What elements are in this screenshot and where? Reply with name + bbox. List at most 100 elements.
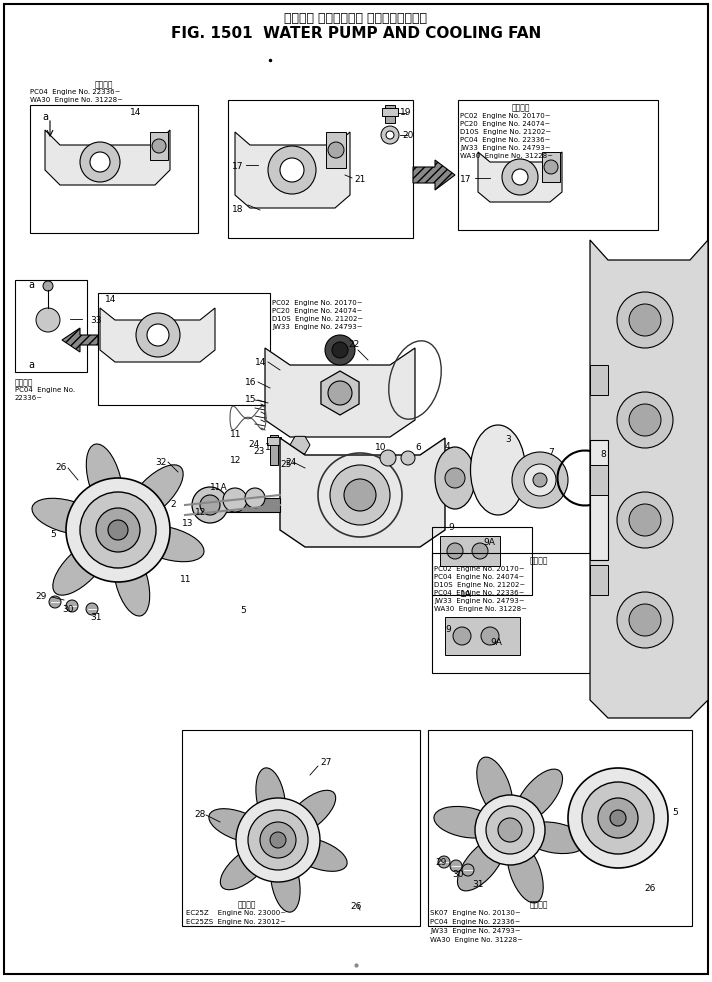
Text: 適用号機: 適用号機: [238, 900, 256, 909]
Text: 22: 22: [348, 340, 360, 349]
Circle shape: [533, 473, 547, 487]
Circle shape: [328, 381, 352, 405]
Circle shape: [629, 504, 661, 536]
Circle shape: [401, 451, 415, 465]
Text: 適用号機: 適用号機: [530, 556, 548, 565]
Circle shape: [381, 126, 399, 144]
Circle shape: [445, 468, 465, 488]
Text: 13: 13: [182, 519, 194, 528]
Bar: [440, 536, 500, 566]
Text: 9: 9: [445, 625, 451, 634]
Bar: [590, 465, 608, 495]
Text: 24: 24: [248, 440, 259, 449]
Circle shape: [598, 798, 638, 838]
Circle shape: [380, 450, 396, 466]
Ellipse shape: [220, 845, 271, 890]
Circle shape: [90, 152, 110, 172]
Circle shape: [629, 404, 661, 436]
Text: PC04  Engine No. 22336~: PC04 Engine No. 22336~: [30, 89, 120, 95]
Text: 2: 2: [170, 500, 176, 509]
Text: 12: 12: [230, 456, 241, 465]
Text: PC04  Engine No. 24074~: PC04 Engine No. 24074~: [434, 574, 524, 580]
Circle shape: [268, 146, 316, 194]
Circle shape: [498, 818, 522, 842]
Text: 27: 27: [320, 758, 331, 767]
Polygon shape: [321, 371, 359, 415]
Text: 適用号機: 適用号機: [512, 103, 530, 112]
Ellipse shape: [522, 822, 586, 853]
Circle shape: [260, 822, 296, 858]
Text: 9: 9: [448, 523, 454, 532]
Circle shape: [344, 479, 376, 511]
Text: D10S  Engine No. 21202~: D10S Engine No. 21202~: [272, 316, 363, 322]
Circle shape: [617, 492, 673, 548]
Bar: [267, 437, 281, 445]
Ellipse shape: [127, 464, 183, 520]
Circle shape: [223, 488, 247, 512]
Bar: [30, 105, 198, 233]
Polygon shape: [590, 440, 608, 560]
Bar: [326, 132, 346, 168]
Bar: [228, 100, 413, 238]
Text: 1: 1: [265, 443, 271, 452]
Text: 1A: 1A: [460, 590, 472, 599]
Text: a: a: [28, 280, 34, 290]
Text: 9A: 9A: [490, 638, 502, 647]
Bar: [458, 100, 658, 230]
Text: 33: 33: [90, 316, 102, 325]
Circle shape: [462, 864, 474, 876]
Bar: [15, 280, 87, 372]
Text: 11A: 11A: [210, 483, 228, 492]
Bar: [432, 553, 632, 673]
Circle shape: [36, 308, 60, 332]
Text: EC25Z    Engine No. 23000~: EC25Z Engine No. 23000~: [186, 910, 286, 916]
Ellipse shape: [458, 838, 505, 891]
Text: JW33  Engine No. 24793~: JW33 Engine No. 24793~: [460, 145, 550, 151]
Text: 26: 26: [350, 902, 362, 911]
Bar: [270, 435, 278, 465]
Text: JW33  Engine No. 24793~: JW33 Engine No. 24793~: [434, 598, 525, 604]
Circle shape: [96, 508, 140, 552]
Text: 5: 5: [240, 606, 246, 615]
Text: JW33  Engine No. 24793~: JW33 Engine No. 24793~: [430, 928, 520, 934]
Circle shape: [147, 324, 169, 346]
Circle shape: [245, 488, 265, 508]
Text: PC04  Engine No. 22336~: PC04 Engine No. 22336~: [434, 590, 525, 596]
Text: 11: 11: [180, 575, 192, 584]
Circle shape: [544, 160, 558, 174]
Text: 3: 3: [505, 435, 511, 444]
Circle shape: [450, 860, 462, 872]
Text: PC02  Engine No. 20170~: PC02 Engine No. 20170~: [460, 113, 550, 119]
Polygon shape: [413, 160, 455, 190]
Text: 26: 26: [644, 884, 655, 893]
Circle shape: [330, 465, 390, 525]
Ellipse shape: [435, 447, 475, 509]
Ellipse shape: [53, 539, 108, 595]
Text: a: a: [28, 360, 34, 370]
Ellipse shape: [515, 769, 562, 823]
Text: 22336~: 22336~: [15, 395, 43, 401]
Circle shape: [481, 627, 499, 645]
Polygon shape: [265, 348, 415, 437]
Text: PC02  Engine No. 20170~: PC02 Engine No. 20170~: [272, 300, 362, 306]
Bar: [382, 108, 398, 116]
Text: 18: 18: [232, 205, 244, 214]
Text: D10S  Engine No. 21202~: D10S Engine No. 21202~: [434, 582, 525, 588]
Circle shape: [152, 139, 166, 153]
Circle shape: [66, 478, 170, 582]
Text: 32: 32: [155, 458, 167, 467]
Text: 23: 23: [253, 447, 264, 456]
Bar: [542, 152, 560, 182]
Text: 30: 30: [62, 605, 73, 614]
Circle shape: [453, 627, 471, 645]
Polygon shape: [100, 308, 215, 362]
Ellipse shape: [134, 525, 204, 562]
Text: SK07  Engine No. 20130~: SK07 Engine No. 20130~: [430, 910, 520, 916]
Circle shape: [386, 131, 394, 139]
Polygon shape: [290, 436, 310, 454]
Text: 14: 14: [255, 358, 266, 367]
Circle shape: [629, 604, 661, 636]
Circle shape: [524, 464, 556, 496]
Text: 15: 15: [245, 395, 256, 404]
Text: PC20  Engine No. 24074~: PC20 Engine No. 24074~: [272, 308, 362, 314]
